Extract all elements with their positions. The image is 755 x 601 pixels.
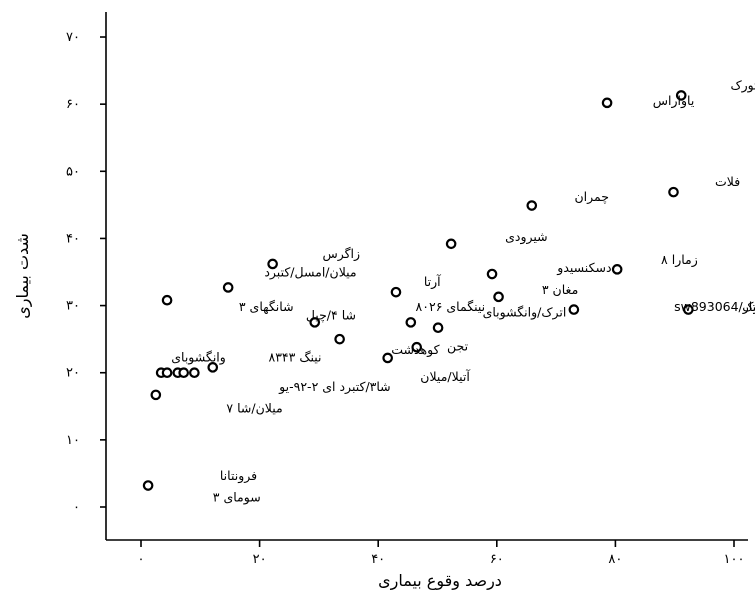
data-point: [683, 304, 694, 315]
y-tick-label: ۷۰: [66, 30, 80, 45]
data-point: [161, 367, 173, 379]
data-point: [178, 367, 189, 379]
data-point: [568, 304, 580, 315]
point-label: شا ۴/چیل: [306, 308, 356, 323]
point-label: چمران: [574, 189, 609, 205]
y-tick-label: ۵۰: [66, 164, 80, 179]
point-labels: فرونتانا سومای ۳ میلان/شا ۷ شا۳/کتبرد ای ۲-…: [171, 77, 755, 505]
y-tick-label: ۱۰: [66, 433, 80, 448]
y-tick-label: ۰: [73, 500, 80, 515]
x-tick-label: ۰: [138, 552, 145, 567]
y-tick-label: ۴۰: [66, 231, 80, 246]
point-label: فرونتانا: [220, 468, 257, 484]
x-tick-label: ۶۰: [490, 552, 504, 567]
point-label: دسکنسیدو: [556, 260, 611, 276]
point-label: شا۳/کتبرد ای ۲-۹۲-یو: [278, 379, 391, 395]
data-point: [150, 389, 162, 401]
point-label: میلان/شا ۷: [226, 400, 282, 415]
point-label: میلان/امسل/کتبرد: [264, 265, 356, 281]
data-point: [161, 294, 173, 306]
data-point: [382, 352, 393, 364]
data-point: [486, 268, 498, 280]
data-point: [405, 317, 417, 328]
data-point: [390, 286, 402, 298]
data-point: [675, 90, 687, 101]
axis-ticks: ۰ ۲۰ ۴۰ ۶۰ ۸۰ ۱۰۰ ۰ ۱۰ ۲۰ ۳۰ ۴۰ ۵۰ ۶۰ ۷۰: [66, 30, 744, 567]
point-label: نینگ ۸۳۴۳: [268, 349, 321, 364]
point-label: اترک/وانگشوبای: [483, 304, 567, 320]
axes: [105, 12, 748, 541]
y-tick-label: ۳۰: [66, 299, 80, 314]
data-point: [189, 367, 200, 379]
point-label: کوهدشت: [391, 342, 439, 358]
data-point: [432, 322, 444, 334]
x-tick-label: ۲۰: [253, 552, 267, 567]
x-axis-title: درصد وقوع بیماری: [378, 571, 502, 591]
x-tick-label: ۱۰۰: [724, 552, 745, 567]
point-label: شیرودی: [505, 229, 548, 245]
point-label: تجن: [447, 339, 469, 355]
point-label: یاواراس: [653, 93, 695, 109]
y-tick-label: ۶۰: [66, 97, 80, 112]
data-point: [601, 97, 613, 109]
y-axis-title: شدت بیماری: [13, 233, 33, 319]
point-label: استار/sw893064: [674, 299, 755, 315]
x-tick-label: ۸۰: [608, 552, 622, 567]
data-point: [668, 186, 679, 198]
data-point: [493, 291, 504, 303]
y-tick-label: ۲۰: [66, 366, 80, 381]
data-point: [334, 333, 345, 345]
data-point: [309, 317, 321, 328]
point-label: سومای ۳: [213, 490, 261, 506]
data-point: [267, 258, 278, 270]
point-label: آرتا: [424, 274, 441, 290]
point-label: آتیلا/میلان: [420, 369, 470, 384]
data-point: [207, 362, 219, 373]
point-label: فلات: [715, 174, 740, 189]
data-point: [411, 341, 423, 353]
point-label: شانگهای ۳: [239, 299, 294, 315]
point-label: وانگشوبای: [171, 349, 226, 365]
data-points: [142, 90, 694, 491]
data-point: [526, 200, 538, 211]
data-point: [222, 282, 234, 293]
point-label: زمارا ۸: [661, 252, 698, 268]
data-point: [611, 264, 623, 275]
point-label: مغان ۳: [542, 282, 578, 297]
point-label: استورک: [730, 77, 755, 93]
point-label: نینگمای ۸۰۲۶: [416, 299, 486, 314]
x-tick-label: ۴۰: [371, 552, 385, 567]
data-point: [142, 480, 154, 491]
data-point: [445, 238, 457, 250]
point-label: زاگرس: [322, 246, 360, 262]
point-label: اترک: [742, 299, 755, 315]
